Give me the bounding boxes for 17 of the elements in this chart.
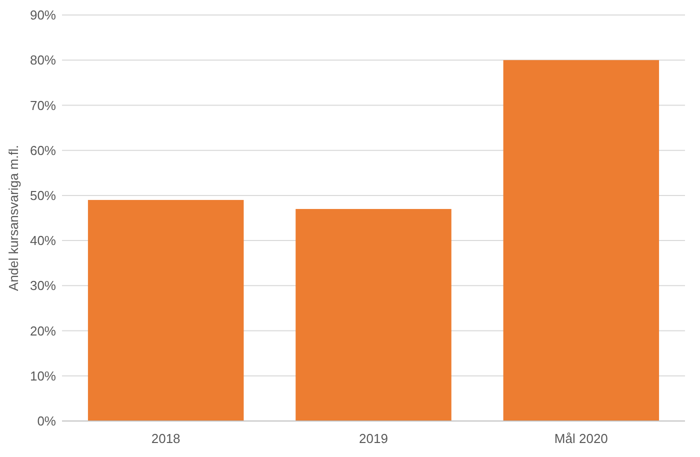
- y-axis-title: Andel kursansvariga m.fl.: [6, 145, 21, 291]
- bar: [503, 60, 660, 421]
- x-tick-label: 2018: [151, 431, 180, 446]
- x-tick-label: Mål 2020: [554, 431, 608, 446]
- y-tick-label: 90%: [30, 8, 56, 23]
- y-tick-label: 60%: [30, 142, 56, 158]
- bar: [296, 208, 452, 421]
- bar: [88, 200, 244, 421]
- y-tick-label: 0%: [37, 414, 56, 429]
- y-tick-label: 80%: [30, 52, 56, 68]
- y-tick-label: 20%: [30, 323, 56, 338]
- x-tick-label: 2019: [359, 431, 388, 446]
- y-tick-label: 70%: [30, 98, 56, 113]
- y-tick-label: 10%: [30, 368, 56, 384]
- y-tick-label: 30%: [30, 278, 56, 294]
- y-tick-label: 40%: [30, 233, 56, 248]
- y-tick-label: 50%: [30, 188, 56, 203]
